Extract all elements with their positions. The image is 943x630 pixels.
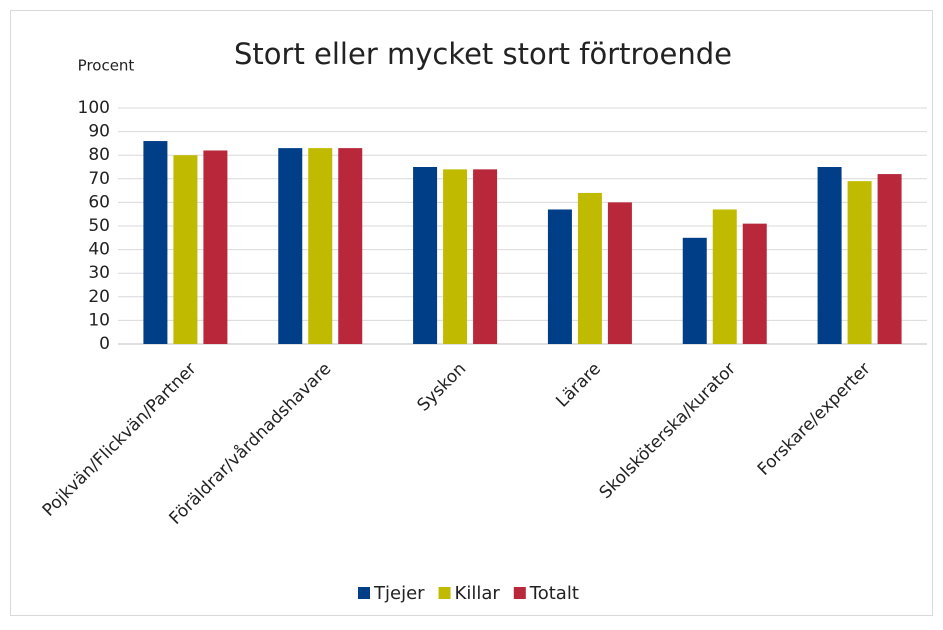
bar (682, 237, 707, 344)
bar (742, 223, 767, 344)
y-tick-label: 10 (88, 310, 110, 330)
y-axis-label: Procent (78, 57, 135, 75)
y-tick-label: 80 (88, 145, 110, 165)
legend-swatch (358, 587, 370, 599)
bar (577, 192, 602, 344)
bar (817, 167, 842, 344)
y-tick-label: 50 (88, 216, 110, 236)
bar (203, 150, 228, 344)
legend-swatch (438, 587, 451, 599)
y-tick-label: 30 (88, 263, 110, 283)
bar (877, 174, 902, 344)
legend-label: Killar (455, 583, 501, 604)
y-tick-label: 20 (88, 287, 110, 307)
bar (173, 155, 198, 344)
bar (278, 148, 303, 344)
legend-label: Totalt (529, 583, 579, 604)
y-tick-label: 60 (88, 192, 110, 212)
y-tick-label: 90 (88, 122, 110, 142)
chart-title: Stort eller mycket stort förtroende (234, 37, 732, 71)
legend-swatch (513, 587, 526, 599)
bar (607, 202, 632, 344)
bar (547, 209, 572, 344)
bar (847, 181, 872, 344)
bar (143, 141, 168, 344)
y-tick-label: 100 (78, 98, 110, 118)
legend-label: Tjejer (373, 583, 425, 604)
bar (413, 167, 438, 344)
bar (308, 148, 333, 344)
bar (712, 209, 737, 344)
bar (338, 148, 363, 344)
bar (443, 169, 468, 344)
y-tick-label: 0 (99, 334, 110, 354)
bar (473, 169, 498, 344)
y-tick-label: 70 (88, 169, 110, 189)
y-tick-label: 40 (88, 240, 110, 260)
